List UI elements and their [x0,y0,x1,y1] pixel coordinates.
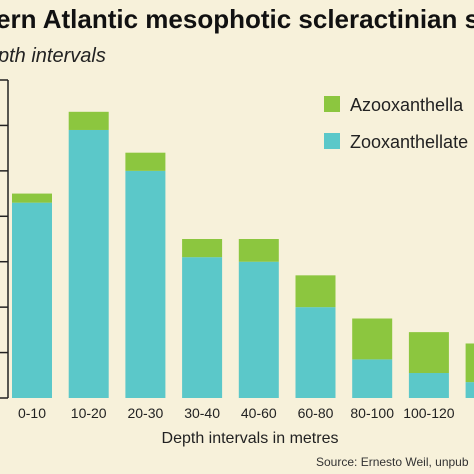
bar-azooxanthellate-0-10 [12,193,52,203]
x-tick-labels: 0-10 10-20 20-30 30-40 40-60 60-80 80-100 100-1… [18,405,474,421]
bar-zooxanthellate-30-40 [182,257,223,398]
bar-azooxanthellate-100-120 [408,332,449,374]
bar-zooxanthellate-60-80 [295,307,336,398]
legend-swatch-azooxanthellate [324,96,340,112]
chart-subtitle: pth intervals [0,45,106,67]
source-note: Source: Ernesto Weil, unpub [316,455,469,469]
legend-swatch-zooxanthellate [324,133,340,149]
bar-azooxanthellate-120 [465,343,474,383]
x-tick-label: 10-20 [71,405,107,421]
bar-zooxanthellate-80-100 [352,359,393,398]
bar-azooxanthellate-30-40 [182,239,223,258]
x-tick-label: 60-80 [298,405,334,421]
x-axis-title: Depth intervals in metres [162,430,339,447]
bar-azooxanthellate-40-60 [238,239,279,262]
legend: Azooxanthella Zooxanthellate [324,95,468,152]
bar-zooxanthellate-100-120 [408,373,449,398]
bar-zooxanthellate-0-10 [12,202,52,398]
legend-label-azooxanthellate: Azooxanthella [350,95,464,115]
x-tick-label: 20-30 [127,405,163,421]
bar-zooxanthellate-120 [465,382,474,398]
bar-zooxanthellate-10-20 [68,129,109,398]
x-tick-label: 80-100 [350,405,394,421]
bar-zooxanthellate-20-30 [125,170,166,398]
chart-title: ern Atlantic mesophotic scleractinian sp [0,4,474,34]
legend-label-zooxanthellate: Zooxanthellate [350,132,468,152]
bar-zooxanthellate-40-60 [238,261,279,398]
x-tick-label: 30-40 [184,405,220,421]
bar-azooxanthellate-20-30 [125,152,166,171]
bar-azooxanthellate-80-100 [352,318,393,360]
x-tick-label: 0-10 [18,405,46,421]
x-tick-label: 40-60 [241,405,277,421]
bar-azooxanthellate-10-20 [68,111,109,130]
y-axis-ticks [0,79,8,399]
bar-azooxanthellate-60-80 [295,275,336,308]
x-tick-label: 100-120 [403,405,455,421]
bars-group [12,111,474,398]
